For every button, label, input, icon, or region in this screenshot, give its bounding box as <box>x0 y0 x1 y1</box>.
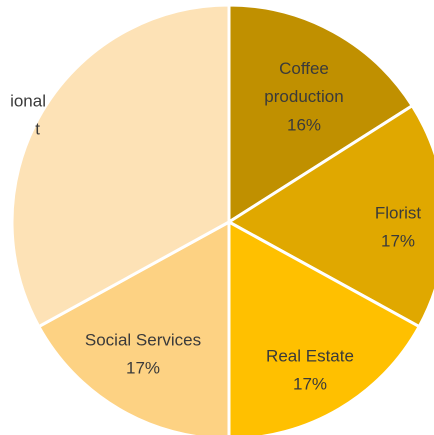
slice-label-line: Coffee <box>279 59 329 78</box>
value-label: 16% <box>287 115 321 134</box>
pie-slice <box>227 3 415 225</box>
slice-label-line: production <box>264 87 343 106</box>
slice-label: Coffee production <box>264 59 343 106</box>
labels: Coffee production 16% Florist 17% Real Estate… <box>10 59 421 393</box>
slice-label: Real Estate <box>266 346 354 365</box>
annotation: t <box>35 119 40 138</box>
annotation: ional <box>10 91 46 110</box>
pie-slice <box>227 219 422 435</box>
pie <box>10 3 434 435</box>
slice-label: Social Services <box>85 330 201 349</box>
slice-label: Florist <box>375 203 422 222</box>
value-label: 17% <box>293 374 327 393</box>
pie-slice <box>226 103 434 329</box>
value-label: 17% <box>126 358 160 377</box>
value-label: 17% <box>381 231 415 250</box>
pie-slice <box>10 3 231 329</box>
pie-slice <box>36 219 231 435</box>
